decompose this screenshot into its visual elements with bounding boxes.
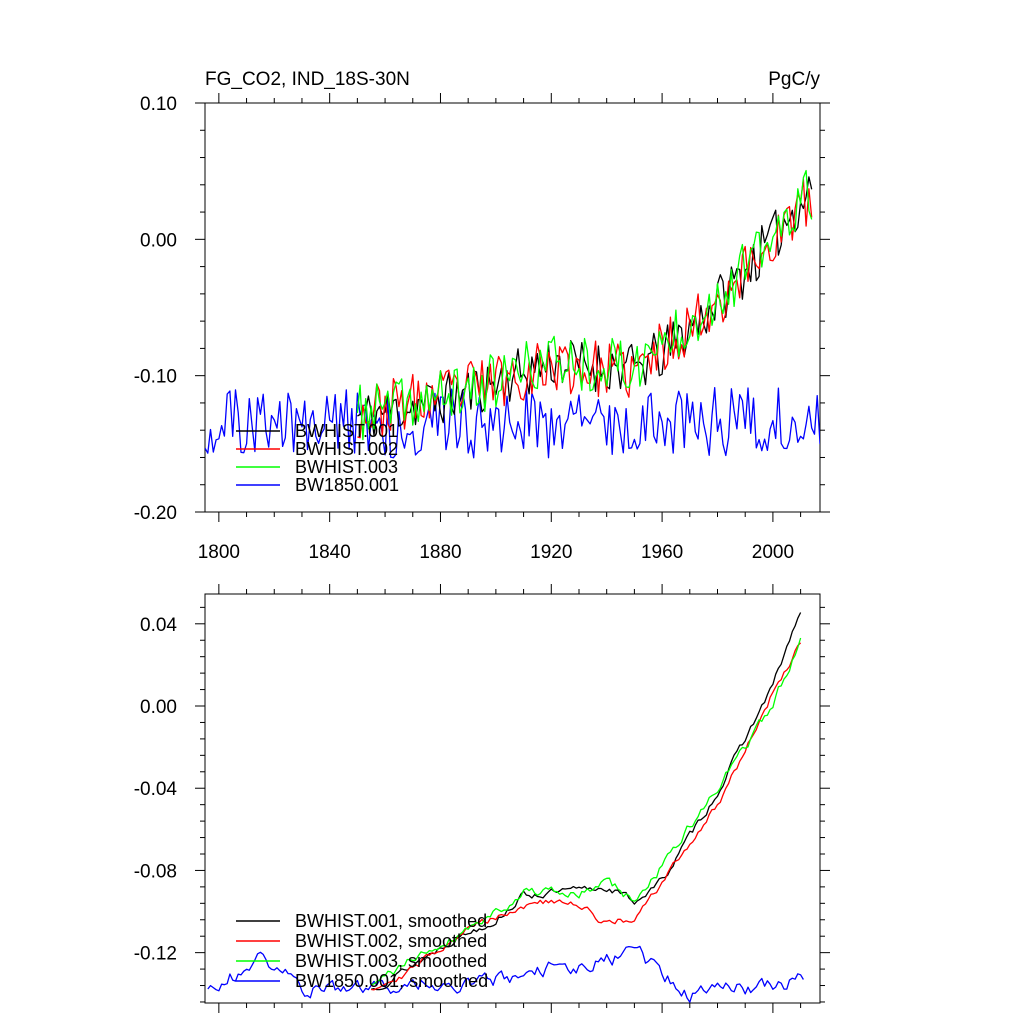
x-tick-label: 1880 [419, 542, 461, 563]
top-panel-raw: 1800 1840 1880 1920 1960 2000 -0.20 -0.10 0.00 0.… [134, 69, 830, 563]
legend-label: BW1850.001 [295, 475, 399, 495]
x-tick-label: 1960 [641, 542, 683, 563]
series-line-bw1850-001-smoothed [207, 945, 804, 1003]
x-tick-label: 1800 [198, 542, 240, 563]
legend-label: BWHIST.003 [295, 457, 398, 477]
plot-frame [204, 102, 821, 513]
y-tick-label: -0.04 [134, 779, 178, 800]
legend-label: BW1850.001, smoothed [295, 971, 488, 991]
y-tick-label: 0.00 [140, 230, 177, 251]
series-group [207, 612, 804, 1003]
series-line-bwhist-003 [356, 169, 813, 441]
x-tick-label: 1840 [309, 542, 351, 563]
legend-label: BWHIST.002, smoothed [295, 931, 487, 951]
legend-label: BWHIST.002 [295, 439, 398, 459]
legend-label: BWHIST.001 [295, 421, 398, 441]
series-line-bwhist-001-smoothed [371, 612, 802, 991]
x-tick-label: 1920 [530, 542, 572, 563]
y-tick-label: 0.00 [140, 697, 177, 718]
series-line-bwhist-003-smoothed [371, 637, 802, 986]
y-tick-label: 0.10 [140, 94, 177, 115]
x-tick-label: 2000 [752, 542, 794, 563]
series-line-bw1850-001 [205, 387, 820, 459]
y-tick-label: -0.10 [134, 367, 177, 388]
bottom-panel-smoothed: -0.12 -0.08 -0.04 0.00 0.04 BWHIST.001, smoot… [134, 584, 830, 1013]
series-line-bwhist-002-smoothed [371, 642, 802, 991]
legend-label: BWHIST.001, smoothed [295, 911, 487, 931]
chart-title: FG_CO2, IND_18S-30N [205, 69, 410, 90]
legend-label: BWHIST.003, smoothed [295, 951, 487, 971]
y-tick-label: -0.12 [134, 944, 177, 965]
plot-frame [204, 593, 821, 1004]
series-group [205, 169, 820, 459]
y-tick-label: -0.08 [134, 861, 177, 882]
units-label: PgC/y [768, 69, 820, 90]
y-tick-label: -0.20 [134, 503, 177, 524]
y-tick-label: 0.04 [140, 615, 177, 636]
